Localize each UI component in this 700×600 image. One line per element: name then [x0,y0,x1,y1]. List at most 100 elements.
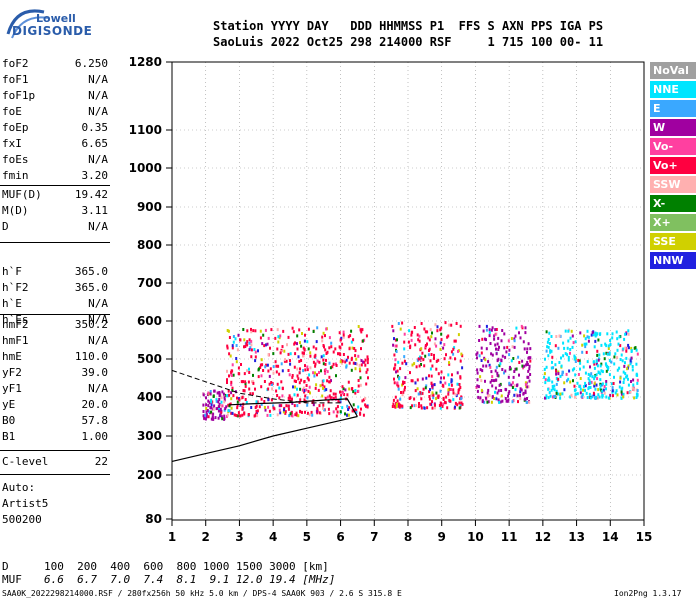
echo-point [422,387,425,391]
fitted-x-trace [171,415,358,462]
echo-point [289,396,292,400]
echo-point [504,397,507,400]
echo-point [209,392,212,396]
echo-point [479,368,482,372]
echo-point [481,400,484,404]
echo-point [397,404,400,408]
echo-point [495,347,497,351]
echo-point [420,347,423,351]
echo-point [612,382,615,385]
echo-point [457,391,460,395]
echo-point [331,365,334,369]
echo-point [513,339,516,343]
echo-point [500,359,503,363]
echo-point [571,368,574,372]
echo-point [226,413,229,417]
echo-point [544,381,547,385]
x-tick-label: 3 [235,530,243,544]
echo-point [296,413,298,417]
echo-point [479,375,482,379]
echo-point [566,379,568,383]
echo-point [231,344,234,348]
echo-point [263,400,266,403]
echo-point [414,343,417,347]
echo-point [629,390,632,394]
echo-point [420,358,423,362]
echo-point [301,332,303,335]
echo-point [321,335,324,339]
echo-point [396,338,398,342]
echo-point [291,414,294,418]
echo-point [501,329,504,332]
echo-point [457,333,460,337]
echo-point [635,392,638,396]
echo-point [478,354,481,358]
echo-point [323,388,326,392]
echo-point [485,328,488,332]
legend-item-voplus: Vo+ [650,157,696,174]
echo-point [303,398,306,402]
echo-point [601,393,604,397]
echo-point [342,330,345,334]
echo-point [254,406,257,409]
echo-point [460,401,463,405]
echo-point [226,381,228,384]
param-name: yF2 [2,366,22,379]
echo-point [321,339,324,343]
echo-point [480,388,483,392]
echo-point [411,363,414,367]
echo-point [336,410,339,414]
echo-point [607,396,610,400]
echo-point [488,328,491,332]
echo-point [287,404,290,408]
echo-point [397,387,400,391]
legend-item-noval: NoVal [650,62,696,79]
echo-point [597,393,600,397]
legend-item-nne: NNE [650,81,696,98]
echo-point [308,413,311,417]
echo-point [619,376,622,380]
echo-point [543,372,546,376]
echo-point [259,336,262,340]
echo-point [395,350,398,353]
echo-point [411,404,413,408]
echo-point [576,392,579,396]
echo-point [579,361,582,365]
echo-point [309,351,312,355]
echo-point [307,411,309,415]
echo-point [402,390,405,394]
echo-point [421,391,424,395]
echo-point [563,381,566,385]
echo-point [634,346,637,350]
echo-point [624,346,627,350]
echo-point [524,326,527,330]
echo-point [413,397,416,401]
param-name: foE [2,105,22,118]
x-tick-label: 2 [202,530,210,544]
echo-point [590,380,593,384]
param-name: yF1 [2,382,22,395]
echo-point [340,361,343,365]
echo-point [486,400,489,404]
panel-separator [0,314,110,315]
echo-point [521,364,524,368]
echo-point [257,349,259,353]
echo-point [321,394,324,398]
echo-point [218,406,220,410]
param-hf: h`F 365.0 [2,265,108,281]
legend-item-vominus: Vo- [650,138,696,155]
echo-point [586,335,589,339]
echo-point [595,362,598,366]
echo-point [440,326,443,330]
echo-point [548,378,551,382]
echo-point [590,333,593,337]
echo-point [302,354,305,358]
echo-point [300,378,303,382]
echo-point [240,363,242,366]
echo-point [392,329,395,333]
echo-point [218,391,221,394]
echo-point [483,400,486,404]
echo-point [564,329,567,333]
echo-point [611,332,614,336]
echo-point [293,393,296,397]
